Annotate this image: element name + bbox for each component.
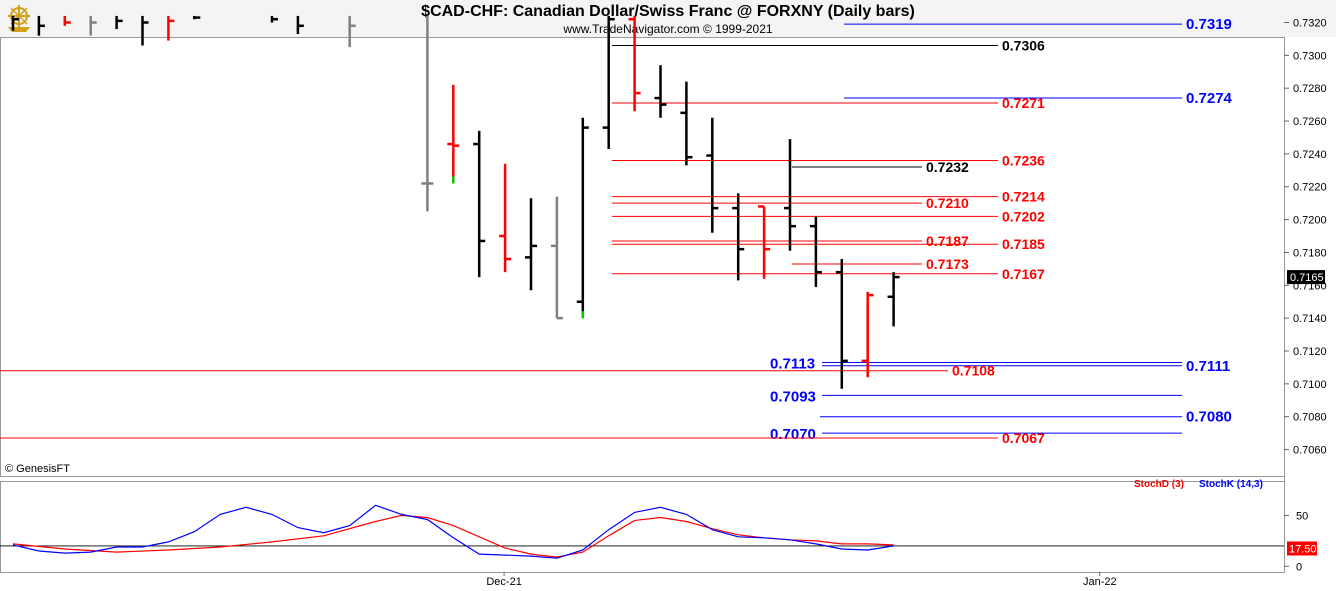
x-tick-label: Dec-21 bbox=[486, 576, 521, 588]
level-label: 0.7111 bbox=[1186, 358, 1230, 375]
stoch-y-tick-label: 0 bbox=[1296, 561, 1302, 573]
price-y-tick-label: 0.7080 bbox=[1293, 412, 1327, 424]
level-label: 0.7067 bbox=[1002, 430, 1045, 446]
price-y-tick-label: 0.7180 bbox=[1293, 247, 1327, 259]
price-y-tick-label: 0.7140 bbox=[1293, 313, 1327, 325]
price-y-tick-label: 0.7120 bbox=[1293, 346, 1327, 358]
last-price-box bbox=[1287, 270, 1325, 285]
level-label: 0.7113 bbox=[770, 355, 815, 372]
chart-title: $CAD-CHF: Canadian Dollar/Swiss Franc @ … bbox=[421, 3, 915, 20]
stoch-y-tick-label: 50 bbox=[1296, 510, 1308, 522]
level-label: 0.7306 bbox=[1002, 37, 1045, 53]
stoch-last-value-box bbox=[1287, 541, 1317, 556]
level-label: 0.7070 bbox=[770, 426, 816, 443]
level-label: 0.7187 bbox=[926, 233, 969, 249]
price-y-tick-label: 0.7240 bbox=[1293, 149, 1327, 161]
level-label: 0.7167 bbox=[1002, 266, 1045, 282]
stoch-series-line bbox=[12, 504, 894, 559]
level-label: 0.7271 bbox=[1002, 95, 1045, 111]
stoch-legend-entry: StochK (14,3) bbox=[1199, 479, 1263, 490]
price-y-tick-label: 0.7200 bbox=[1293, 215, 1327, 227]
level-label: 0.7214 bbox=[1002, 189, 1045, 205]
copyright-label: © GenesisFT bbox=[5, 463, 70, 475]
level-label: 0.7173 bbox=[926, 256, 969, 272]
last-price-label: 0.7165 bbox=[1290, 272, 1324, 284]
price-y-tick-label: 0.7300 bbox=[1293, 50, 1327, 62]
level-label: 0.7210 bbox=[926, 195, 969, 211]
stoch-panel-frame bbox=[0, 481, 1285, 573]
level-label: 0.7080 bbox=[1186, 409, 1232, 426]
price-y-tick-label: 0.7280 bbox=[1293, 83, 1327, 95]
level-label: 0.7185 bbox=[1002, 236, 1045, 252]
stoch-last-value-label: 17.50 bbox=[1289, 543, 1317, 555]
level-label: 0.7093 bbox=[770, 388, 816, 405]
price-y-tick-label: 0.7100 bbox=[1293, 379, 1327, 391]
chart-subtitle: www.TradeNavigator.com © 1999-2021 bbox=[563, 22, 773, 36]
level-label: 0.7108 bbox=[952, 363, 995, 379]
level-label: 0.7202 bbox=[1002, 208, 1045, 224]
price-y-tick-label: 0.7220 bbox=[1293, 182, 1327, 194]
price-panel-frame bbox=[0, 37, 1285, 477]
level-label: 0.7274 bbox=[1186, 90, 1233, 107]
chart-header: $CAD-CHF: Canadian Dollar/Swiss Franc @ … bbox=[0, 0, 1336, 37]
x-tick-label: Jan-22 bbox=[1083, 576, 1117, 588]
price-y-tick-label: 0.7260 bbox=[1293, 116, 1327, 128]
price-y-tick-label: 0.7320 bbox=[1293, 17, 1327, 29]
level-label: 0.7236 bbox=[1002, 152, 1045, 168]
level-label: 0.7319 bbox=[1186, 16, 1232, 33]
price-y-tick-label: 0.7060 bbox=[1293, 445, 1327, 457]
y-axis-area bbox=[1285, 37, 1336, 591]
stoch-legend-entry: StochD (3) bbox=[1134, 479, 1184, 490]
level-label: 0.7232 bbox=[926, 159, 969, 175]
